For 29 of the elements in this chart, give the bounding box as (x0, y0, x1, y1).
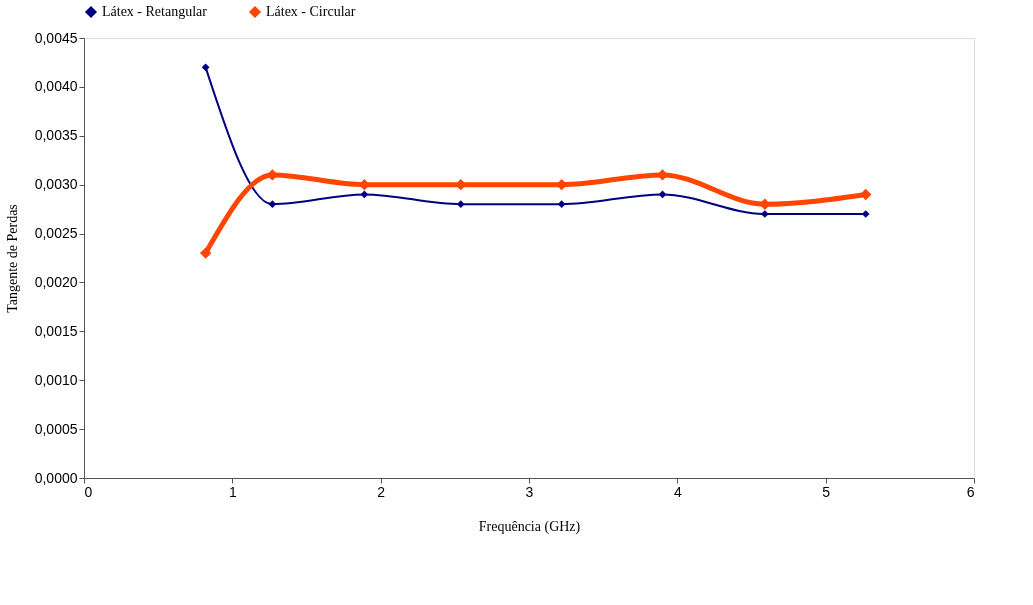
legend-label: Látex - Retangular (102, 4, 208, 19)
legend-label: Látex - Circular (266, 4, 356, 19)
y-axis-title: Tangente de Perdas (4, 204, 20, 313)
point (201, 63, 210, 72)
y-tick-label: 0,0025 (34, 225, 78, 242)
x-tick-label: 2 (377, 483, 386, 500)
y-tick-label: 0,0015 (34, 322, 78, 339)
x-tick-label: 0 (84, 483, 93, 500)
x-tick-label: 3 (525, 483, 534, 500)
point (760, 210, 769, 218)
x-tick-label: 4 (673, 483, 682, 500)
x-axis-title: Frequência (GHz) (478, 518, 581, 535)
y-tick-label: 0,0045 (34, 29, 78, 46)
y-tick-label: 0,0030 (34, 176, 78, 193)
y-tick-label: 0,0040 (34, 78, 78, 95)
point (360, 190, 369, 199)
x-tick-label: 1 (228, 483, 237, 500)
x-tick-label: 6 (966, 483, 975, 500)
y-tick-label: 0,0000 (34, 469, 78, 486)
x-tick-label: 5 (822, 483, 831, 500)
point (199, 247, 212, 259)
point (860, 188, 872, 201)
y-tick-label: 0,0005 (34, 420, 78, 437)
point (268, 200, 277, 209)
y-tick-label: 0,0010 (34, 371, 78, 388)
y-tick-label: 0,0035 (34, 127, 78, 144)
y-tick-label: 0,0020 (34, 273, 78, 290)
point (557, 200, 566, 209)
point (456, 200, 465, 209)
